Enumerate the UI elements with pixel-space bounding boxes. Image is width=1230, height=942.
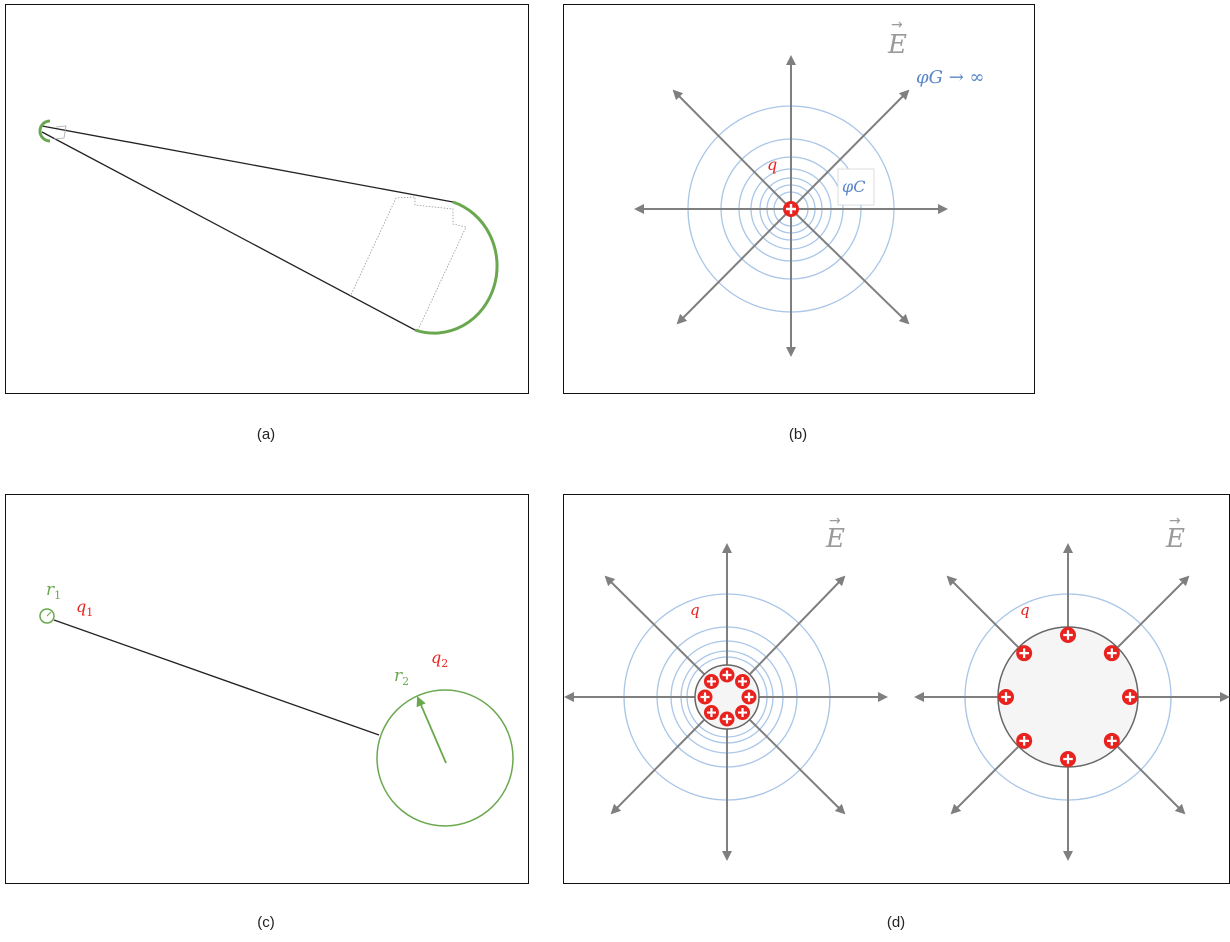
r1-label-text: r xyxy=(46,580,55,600)
surface-charge xyxy=(741,689,757,705)
panel-b: φC q → E φG → ∞ xyxy=(563,4,1035,394)
potential-c-label: φC xyxy=(842,177,865,196)
right-charge-label: q xyxy=(1020,601,1030,619)
surface-charge xyxy=(1103,732,1120,749)
r2-label: r2 xyxy=(394,666,409,688)
lower-tangent-line xyxy=(41,131,416,331)
left-field-label: E xyxy=(825,524,845,554)
field-arrow xyxy=(604,575,705,675)
surface-charge xyxy=(1122,689,1138,705)
field-arrow xyxy=(749,575,846,675)
small-sphere xyxy=(39,608,55,624)
field-label: E xyxy=(887,30,907,60)
small-sphere-arc xyxy=(38,119,51,143)
surface-charge xyxy=(703,673,719,689)
field-arrow xyxy=(1117,746,1186,815)
right-surface-charges xyxy=(998,627,1138,767)
field-arrows xyxy=(634,55,948,357)
panel-c: r1 q1 r2 q2 xyxy=(5,494,529,884)
large-radius-arrow xyxy=(416,696,447,764)
charge-label: q xyxy=(767,155,777,174)
left-charge-label: q xyxy=(690,601,700,619)
surface-charge xyxy=(998,689,1014,705)
caption-a: (a) xyxy=(256,426,276,443)
field-arrow xyxy=(790,208,910,325)
field-arrow xyxy=(1117,575,1190,648)
surface-charge xyxy=(1103,645,1120,662)
q2-label: q2 xyxy=(431,648,448,670)
surface-charge xyxy=(719,711,735,727)
field-arrow xyxy=(946,575,1019,648)
field-arrow xyxy=(749,719,846,815)
connecting-wire xyxy=(53,619,380,736)
surface-charge xyxy=(703,705,719,721)
surface-charge xyxy=(735,705,751,721)
small-radius xyxy=(46,611,52,617)
large-sphere xyxy=(376,689,514,827)
r2-label-text: r xyxy=(394,666,403,686)
surface-charge xyxy=(1016,732,1033,749)
field-arrow xyxy=(610,719,705,815)
field-arrow xyxy=(676,208,792,325)
caption-d: (d) xyxy=(886,914,906,931)
caption-c: (c) xyxy=(257,914,275,931)
surface-charge xyxy=(1016,645,1033,662)
large-sphere-arc xyxy=(414,200,499,335)
q1-label: q1 xyxy=(76,597,93,619)
point-charge xyxy=(783,201,799,217)
left-field-arrows xyxy=(564,543,888,861)
right-field-label: E xyxy=(1165,524,1185,554)
surface-charge xyxy=(697,689,713,705)
caption-b: (b) xyxy=(788,426,808,443)
panel-a xyxy=(5,4,529,394)
field-arrow xyxy=(790,89,910,210)
field-arrow xyxy=(672,89,792,210)
surface-charge xyxy=(735,673,751,689)
surface-charge xyxy=(1060,751,1076,767)
right-field-vector-arrow: → xyxy=(1169,513,1181,529)
panel-c-diagram: r1 q1 r2 q2 xyxy=(39,580,514,827)
right-field-arrows xyxy=(914,543,1230,861)
panel-b-diagram: φC q → E φG → ∞ xyxy=(634,17,985,357)
field-arrow xyxy=(950,746,1019,815)
left-field-vector-arrow: → xyxy=(829,513,841,529)
r1-label: r1 xyxy=(46,580,61,602)
construction-lines xyxy=(349,196,467,331)
left-surface-charges xyxy=(697,667,757,727)
surface-charge xyxy=(1060,627,1076,643)
potential-infinity-label: φG → ∞ xyxy=(916,67,985,88)
panel-d: q → E q → E xyxy=(563,494,1230,884)
q1-label-text: q xyxy=(76,597,86,616)
field-vector-arrow: → xyxy=(891,17,903,33)
panel-d-diagram: q → E q → E xyxy=(564,513,1230,861)
panel-a-diagram xyxy=(38,119,499,335)
small-right-angle-mark xyxy=(53,125,67,140)
q2-label-text: q xyxy=(431,648,441,667)
potential-c-box xyxy=(837,168,875,206)
surface-charge xyxy=(719,667,735,683)
upper-tangent-line xyxy=(41,125,454,203)
